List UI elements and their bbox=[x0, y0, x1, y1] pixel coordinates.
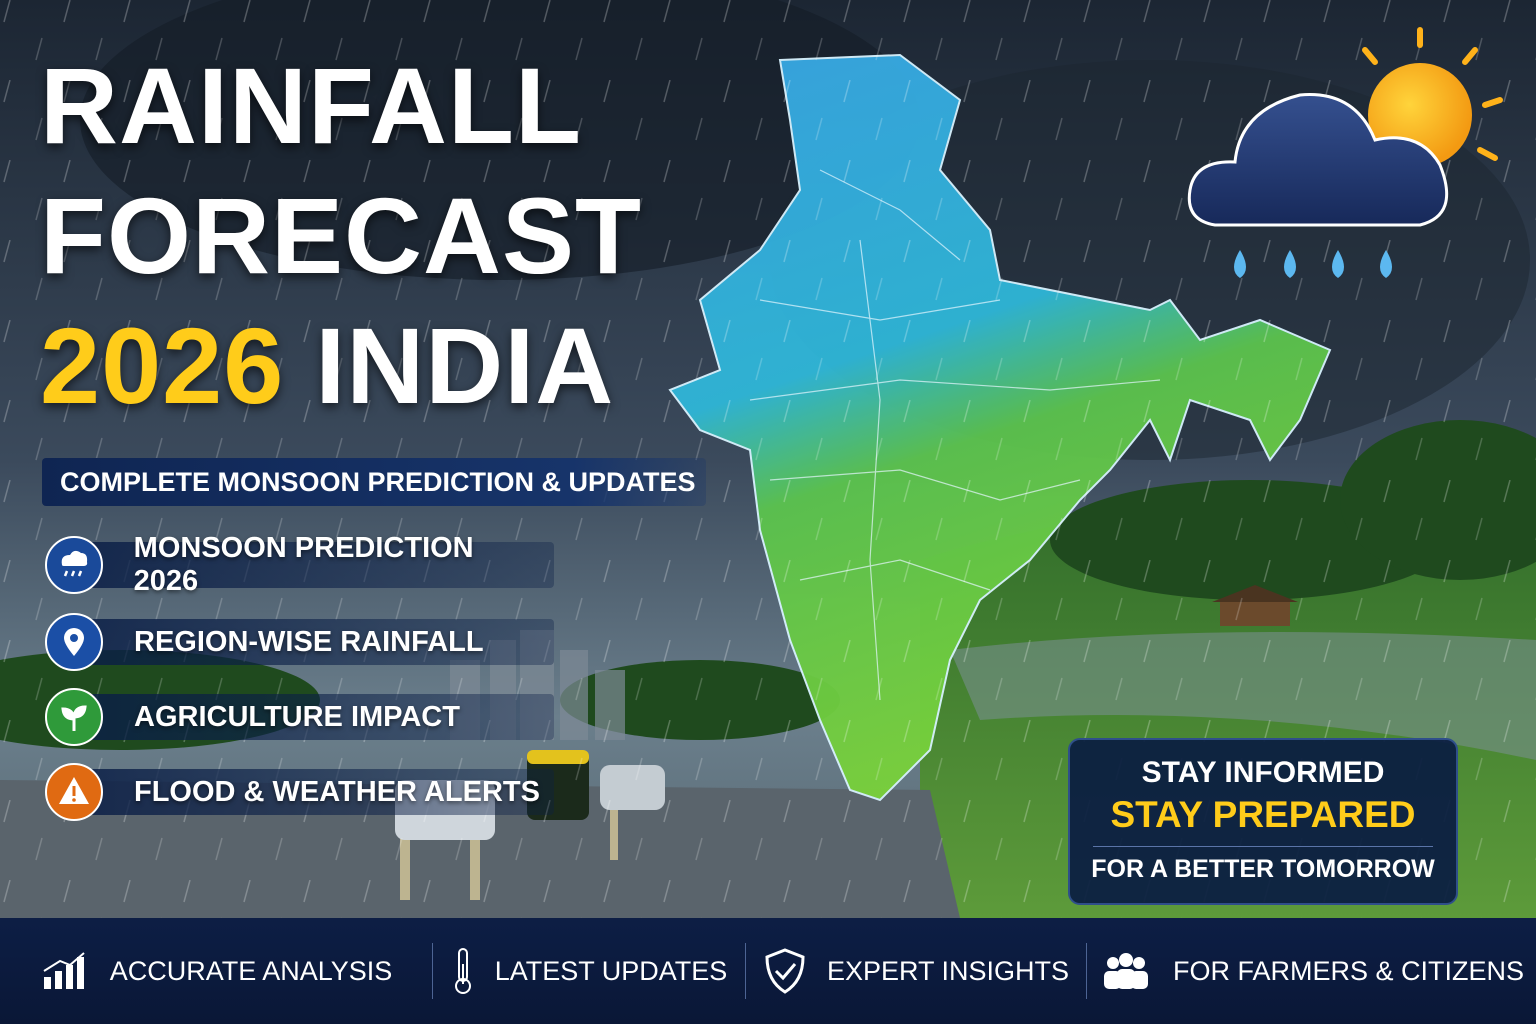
callout-line: STAY INFORMED bbox=[1141, 756, 1385, 789]
icon bbox=[45, 613, 103, 671]
feature-label: MONSOON PREDICTION 2026 bbox=[133, 532, 474, 597]
icon bbox=[45, 688, 103, 746]
footer-item: ACCURATE ANALYSIS bbox=[0, 918, 432, 1024]
callout-line: FOR A BETTER TOMORROW bbox=[1091, 855, 1435, 883]
footer-item: LATEST UPDATES bbox=[433, 918, 745, 1024]
title-line: RAINFALL bbox=[40, 45, 582, 166]
feature-label: FLOOD & WEATHER ALERTS bbox=[134, 775, 540, 808]
icon bbox=[45, 763, 103, 821]
title-country: INDIA bbox=[315, 305, 615, 426]
icon bbox=[43, 952, 85, 989]
footer-label: ACCURATE ANALYSIS bbox=[109, 955, 393, 986]
footer: ACCURATE ANALYSIS LATEST UPDATES EXPERT … bbox=[0, 918, 1536, 1024]
footer-label: EXPERT INSIGHTS bbox=[826, 955, 1070, 986]
feature-label: AGRICULTURE IMPACT bbox=[134, 700, 460, 733]
feature: AGRICULTURE IMPACT bbox=[44, 686, 554, 748]
footer-item: FOR FARMERS & CITIZENS bbox=[1087, 918, 1536, 1024]
title-line: 2026 INDIA bbox=[40, 312, 614, 420]
feature-label: REGION-WISE RAINFALL bbox=[134, 625, 484, 658]
feature: REGION-WISE RAINFALL bbox=[44, 611, 554, 673]
feature: MONSOON PREDICTION 2026 bbox=[44, 532, 554, 597]
callout-line: STAY PREPARED bbox=[1110, 794, 1416, 835]
footer-label: FOR FARMERS & CITIZENS bbox=[1172, 955, 1525, 986]
icon bbox=[45, 536, 103, 594]
footer-item: EXPERT INSIGHTS bbox=[746, 918, 1086, 1024]
footer-label: LATEST UPDATES bbox=[494, 955, 728, 986]
callout-box: STAY INFORMED STAY PREPARED FOR A BETTER… bbox=[1068, 738, 1458, 905]
icon bbox=[765, 948, 805, 994]
icon bbox=[454, 948, 471, 994]
icon bbox=[1103, 953, 1148, 989]
subtitle: COMPLETE MONSOON PREDICTION & UPDATES bbox=[42, 458, 706, 506]
title-line: FORECAST bbox=[40, 175, 642, 296]
title-year: 2026 bbox=[40, 305, 285, 426]
feature: FLOOD & WEATHER ALERTS bbox=[44, 761, 554, 823]
